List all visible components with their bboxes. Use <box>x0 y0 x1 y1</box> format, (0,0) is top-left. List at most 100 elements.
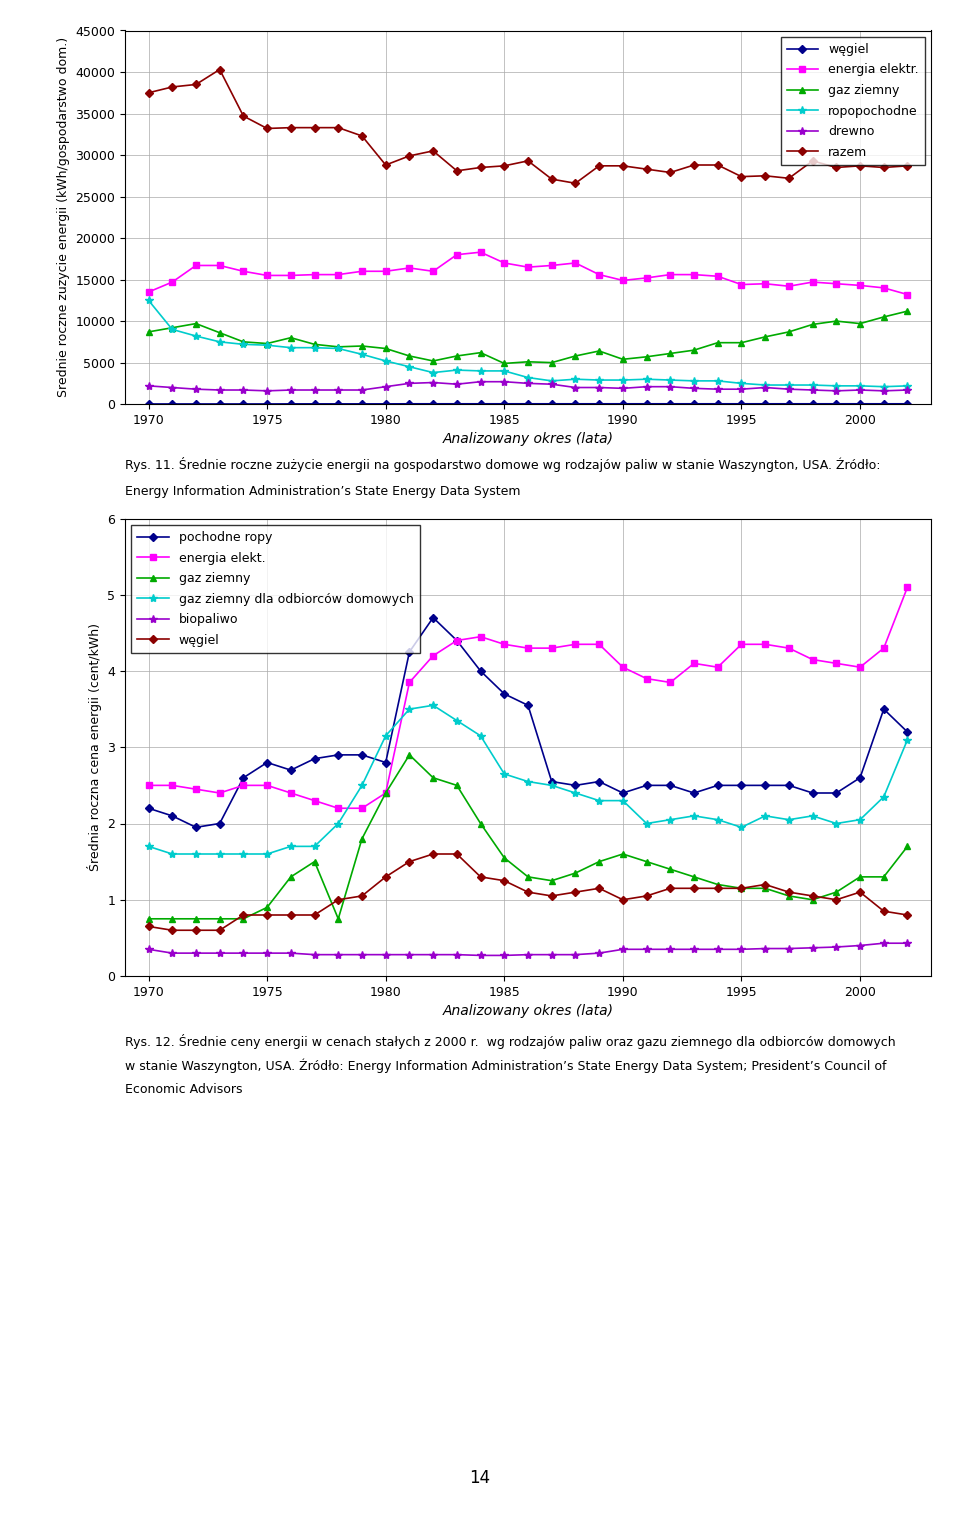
energia elekt. <box>166 776 178 795</box>
energia elektr. <box>356 262 368 281</box>
drewno <box>901 381 913 400</box>
gaz ziemny <box>783 888 795 906</box>
gaz ziemny <box>475 343 487 361</box>
energia elektr. <box>214 256 226 274</box>
energia elektr. <box>688 265 700 284</box>
energia elekt. <box>332 799 344 817</box>
drewno <box>712 380 724 398</box>
drewno <box>522 374 534 392</box>
ropopochodne <box>380 352 392 371</box>
biopaliwo <box>806 938 818 958</box>
Line: energia elektr.: energia elektr. <box>145 249 911 297</box>
pochodne ropy <box>166 807 178 825</box>
pochodne ropy <box>783 776 795 795</box>
energia elektr. <box>641 268 653 287</box>
ropopochodne <box>403 358 415 377</box>
energia elekt. <box>522 639 534 657</box>
pochodne ropy <box>380 753 392 772</box>
gaz ziemny dla odbiorców domowych <box>380 727 392 746</box>
gaz ziemny <box>759 878 771 897</box>
energia elektr. <box>617 271 629 290</box>
gaz ziemny <box>356 830 368 848</box>
ropopochodne <box>878 378 890 396</box>
węgiel <box>806 395 818 413</box>
ropopochodne <box>451 361 463 380</box>
pochodne ropy <box>617 784 629 802</box>
biopaliwo <box>735 939 747 959</box>
biopaliwo <box>475 946 487 965</box>
ropopochodne <box>688 372 700 390</box>
ropopochodne <box>498 361 510 380</box>
razem <box>641 160 653 178</box>
węgiel <box>498 395 510 413</box>
gaz ziemny <box>166 909 178 927</box>
razem <box>309 119 321 137</box>
biopaliwo <box>427 946 439 964</box>
węgiel <box>522 395 534 413</box>
pochodne ropy <box>214 814 226 833</box>
ropopochodne <box>712 372 724 390</box>
razem <box>356 127 368 145</box>
energia elekt. <box>735 636 747 654</box>
Legend: pochodne ropy, energia elekt., gaz ziemny, gaz ziemny dla odbiorców domowych, bi: pochodne ropy, energia elekt., gaz ziemn… <box>132 525 420 653</box>
gaz ziemny <box>190 909 202 927</box>
gaz ziemny <box>569 863 581 881</box>
pochodne ropy <box>190 817 202 836</box>
razem <box>901 157 913 175</box>
węgiel <box>641 888 653 906</box>
pochodne ropy <box>403 644 415 662</box>
węgiel <box>261 906 273 924</box>
węgiel <box>356 888 368 906</box>
biopaliwo <box>759 939 771 958</box>
Text: Energy Information Administration’s State Energy Data System: Energy Information Administration’s Stat… <box>125 485 520 499</box>
gaz ziemny dla odbiorców domowych <box>735 817 747 836</box>
gaz ziemny <box>238 332 250 351</box>
biopaliwo <box>664 939 676 959</box>
gaz ziemny <box>214 323 226 342</box>
węgiel <box>451 395 463 413</box>
drewno <box>475 372 487 390</box>
energia elektr. <box>878 279 890 297</box>
drewno <box>261 381 273 400</box>
węgiel <box>285 906 297 924</box>
Line: drewno: drewno <box>144 378 912 395</box>
Line: gaz ziemny: gaz ziemny <box>145 752 911 923</box>
Line: węgiel: węgiel <box>146 401 910 407</box>
energia elekt. <box>783 639 795 657</box>
węgiel <box>593 395 605 413</box>
węgiel <box>356 395 368 413</box>
pochodne ropy <box>878 700 890 718</box>
pochodne ropy <box>664 776 676 795</box>
ropopochodne <box>475 361 487 380</box>
razem <box>238 107 250 125</box>
węgiel <box>830 395 842 413</box>
ropopochodne <box>664 371 676 389</box>
energia elektr. <box>498 253 510 271</box>
Line: gaz ziemny dla odbiorców domowych: gaz ziemny dla odbiorców domowych <box>144 702 912 859</box>
drewno <box>451 375 463 393</box>
węgiel <box>214 395 226 413</box>
energia elektr. <box>522 258 534 276</box>
węgiel <box>332 891 344 909</box>
gaz ziemny <box>569 346 581 364</box>
biopaliwo <box>451 946 463 964</box>
gaz ziemny <box>878 868 890 886</box>
razem <box>261 119 273 137</box>
gaz ziemny <box>854 314 866 332</box>
biopaliwo <box>309 946 321 964</box>
razem <box>688 156 700 174</box>
energia elektr. <box>759 274 771 293</box>
pochodne ropy <box>451 631 463 650</box>
gaz ziemny <box>878 308 890 326</box>
pochodne ropy <box>143 799 155 817</box>
X-axis label: Analizowany okres (lata): Analizowany okres (lata) <box>443 1005 613 1019</box>
biopaliwo <box>878 933 890 952</box>
ropopochodne <box>854 377 866 395</box>
gaz ziemny <box>498 848 510 866</box>
drewno <box>309 381 321 400</box>
pochodne ropy <box>759 776 771 795</box>
energia elektr. <box>783 278 795 296</box>
gaz ziemny dla odbiorców domowych <box>309 837 321 856</box>
gaz ziemny dla odbiorców domowych <box>546 776 558 795</box>
gaz ziemny dla odbiorców domowych <box>830 814 842 833</box>
